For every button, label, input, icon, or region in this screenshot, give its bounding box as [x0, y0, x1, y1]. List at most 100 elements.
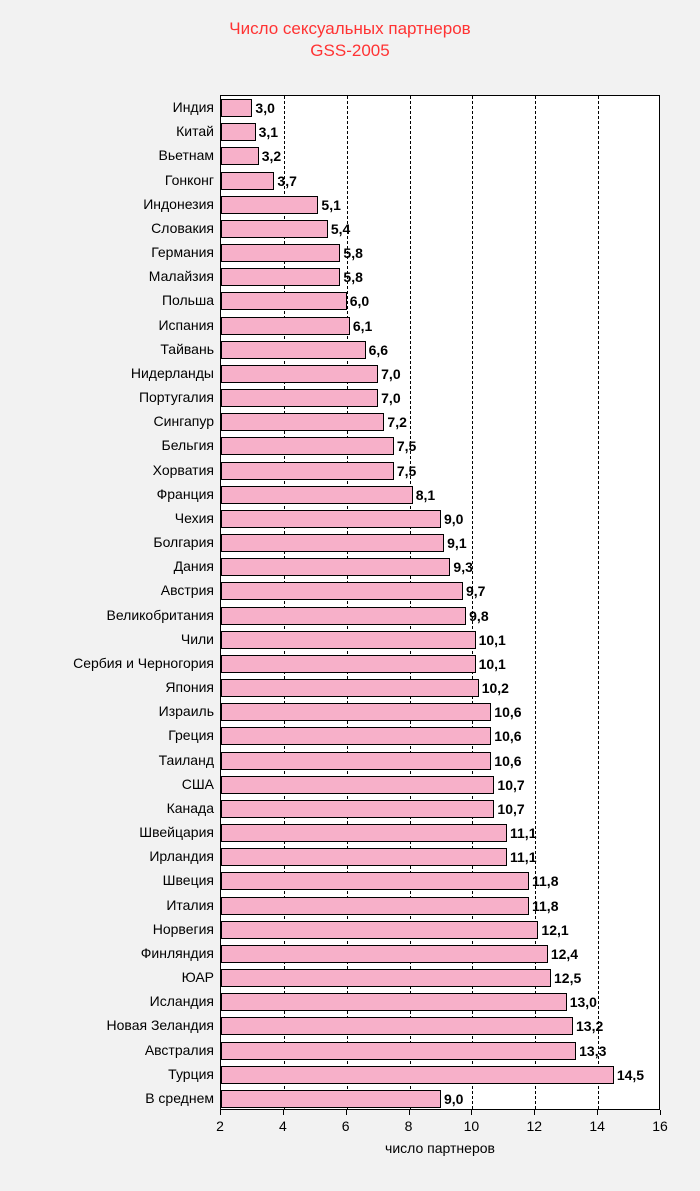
bar	[221, 510, 441, 528]
bar	[221, 848, 507, 866]
bar-value-label: 7,0	[381, 390, 400, 406]
bar-value-label: 5,4	[331, 221, 350, 237]
y-category-label: Дания	[174, 558, 214, 574]
bar-value-label: 3,7	[277, 173, 296, 189]
bar	[221, 1066, 614, 1084]
bar	[221, 365, 378, 383]
bar	[221, 824, 507, 842]
bar-value-label: 9,3	[453, 559, 472, 575]
y-category-label: Вьетнам	[158, 147, 214, 163]
bar	[221, 558, 450, 576]
bar	[221, 486, 413, 504]
y-category-label: Чехия	[175, 510, 214, 526]
y-category-label: Греция	[168, 727, 214, 743]
bar	[221, 703, 491, 721]
bar	[221, 196, 318, 214]
y-category-label: Болгария	[153, 534, 214, 550]
y-category-label: Австрия	[161, 582, 214, 598]
title-line-2: GSS-2005	[310, 41, 389, 60]
bar-value-label: 6,1	[353, 318, 372, 334]
x-tick-label: 14	[589, 1118, 605, 1134]
bar-value-label: 13,3	[579, 1043, 606, 1059]
y-category-label: Франция	[157, 486, 214, 502]
y-category-label: Малайзия	[149, 268, 214, 284]
bar	[221, 220, 328, 238]
bar	[221, 389, 378, 407]
bar-value-label: 12,4	[551, 946, 578, 962]
x-tick-label: 12	[526, 1118, 542, 1134]
y-category-label: Словакия	[151, 220, 214, 236]
bar-value-label: 10,7	[497, 777, 524, 793]
bar-value-label: 12,1	[541, 922, 568, 938]
bar-value-label: 9,1	[447, 535, 466, 551]
bar-value-label: 11,8	[532, 873, 558, 889]
bar	[221, 172, 274, 190]
x-tick-label: 4	[279, 1118, 287, 1134]
bar	[221, 945, 548, 963]
x-tick-label: 16	[652, 1118, 668, 1134]
plot-area: 3,03,13,23,75,15,45,85,86,06,16,67,07,07…	[220, 95, 660, 1110]
bar-value-label: 9,0	[444, 1091, 463, 1107]
y-category-label: Португалия	[139, 389, 214, 405]
bar-value-label: 5,1	[321, 197, 340, 213]
bar	[221, 244, 340, 262]
bar-value-label: 7,2	[387, 414, 406, 430]
bar-value-label: 9,7	[466, 583, 485, 599]
bar	[221, 1042, 576, 1060]
y-category-label: Италия	[166, 897, 214, 913]
bar	[221, 655, 476, 673]
y-category-label: ЮАР	[182, 969, 214, 985]
y-category-label: Австралия	[145, 1042, 214, 1058]
bar	[221, 727, 491, 745]
y-category-label: Ирландия	[149, 848, 214, 864]
bar-value-label: 10,2	[482, 680, 509, 696]
bar	[221, 462, 394, 480]
y-category-label: Испания	[158, 317, 214, 333]
bar	[221, 872, 529, 890]
bar-value-label: 10,1	[479, 656, 506, 672]
y-category-label: Сербия и Черногория	[73, 655, 214, 671]
bar-value-label: 13,2	[576, 1018, 603, 1034]
y-category-label: США	[182, 776, 214, 792]
y-category-label: Сингапур	[154, 413, 214, 429]
bar	[221, 631, 476, 649]
x-tick-mark	[409, 1110, 410, 1115]
bar-value-label: 10,7	[497, 801, 524, 817]
y-category-label: Норвегия	[153, 921, 214, 937]
y-category-label: Тайвань	[160, 341, 214, 357]
bar	[221, 437, 394, 455]
x-tick-mark	[534, 1110, 535, 1115]
y-category-label: Хорватия	[153, 462, 214, 478]
x-tick-mark	[346, 1110, 347, 1115]
x-tick-mark	[660, 1110, 661, 1115]
bar-value-label: 9,8	[469, 608, 488, 624]
title-line-1: Число сексуальных партнеров	[229, 19, 470, 38]
y-category-label: Китай	[176, 123, 214, 139]
y-category-label: Польша	[162, 292, 214, 308]
y-category-label: Япония	[165, 679, 214, 695]
y-category-label: Исландия	[150, 993, 214, 1009]
bar	[221, 921, 538, 939]
bar-value-label: 6,0	[350, 293, 369, 309]
y-category-label: Гонконг	[165, 172, 214, 188]
bar-value-label: 3,2	[262, 148, 281, 164]
bar	[221, 123, 256, 141]
x-axis-label: число партнеров	[385, 1140, 495, 1156]
bar	[221, 582, 463, 600]
y-category-label: Израиль	[159, 703, 214, 719]
x-tick-mark	[283, 1110, 284, 1115]
bar-value-label: 6,6	[369, 342, 388, 358]
bar	[221, 317, 350, 335]
bar-value-label: 11,1	[510, 849, 536, 865]
bar	[221, 1017, 573, 1035]
x-tick-mark	[220, 1110, 221, 1115]
bar	[221, 1090, 441, 1108]
chart-container: Число сексуальных партнеров GSS-2005 3,0…	[0, 0, 700, 1191]
bar-value-label: 5,8	[343, 245, 362, 261]
bar	[221, 607, 466, 625]
y-category-label: Бельгия	[162, 437, 214, 453]
bar	[221, 292, 347, 310]
bar-value-label: 7,5	[397, 463, 416, 479]
bar	[221, 969, 551, 987]
bar	[221, 147, 259, 165]
